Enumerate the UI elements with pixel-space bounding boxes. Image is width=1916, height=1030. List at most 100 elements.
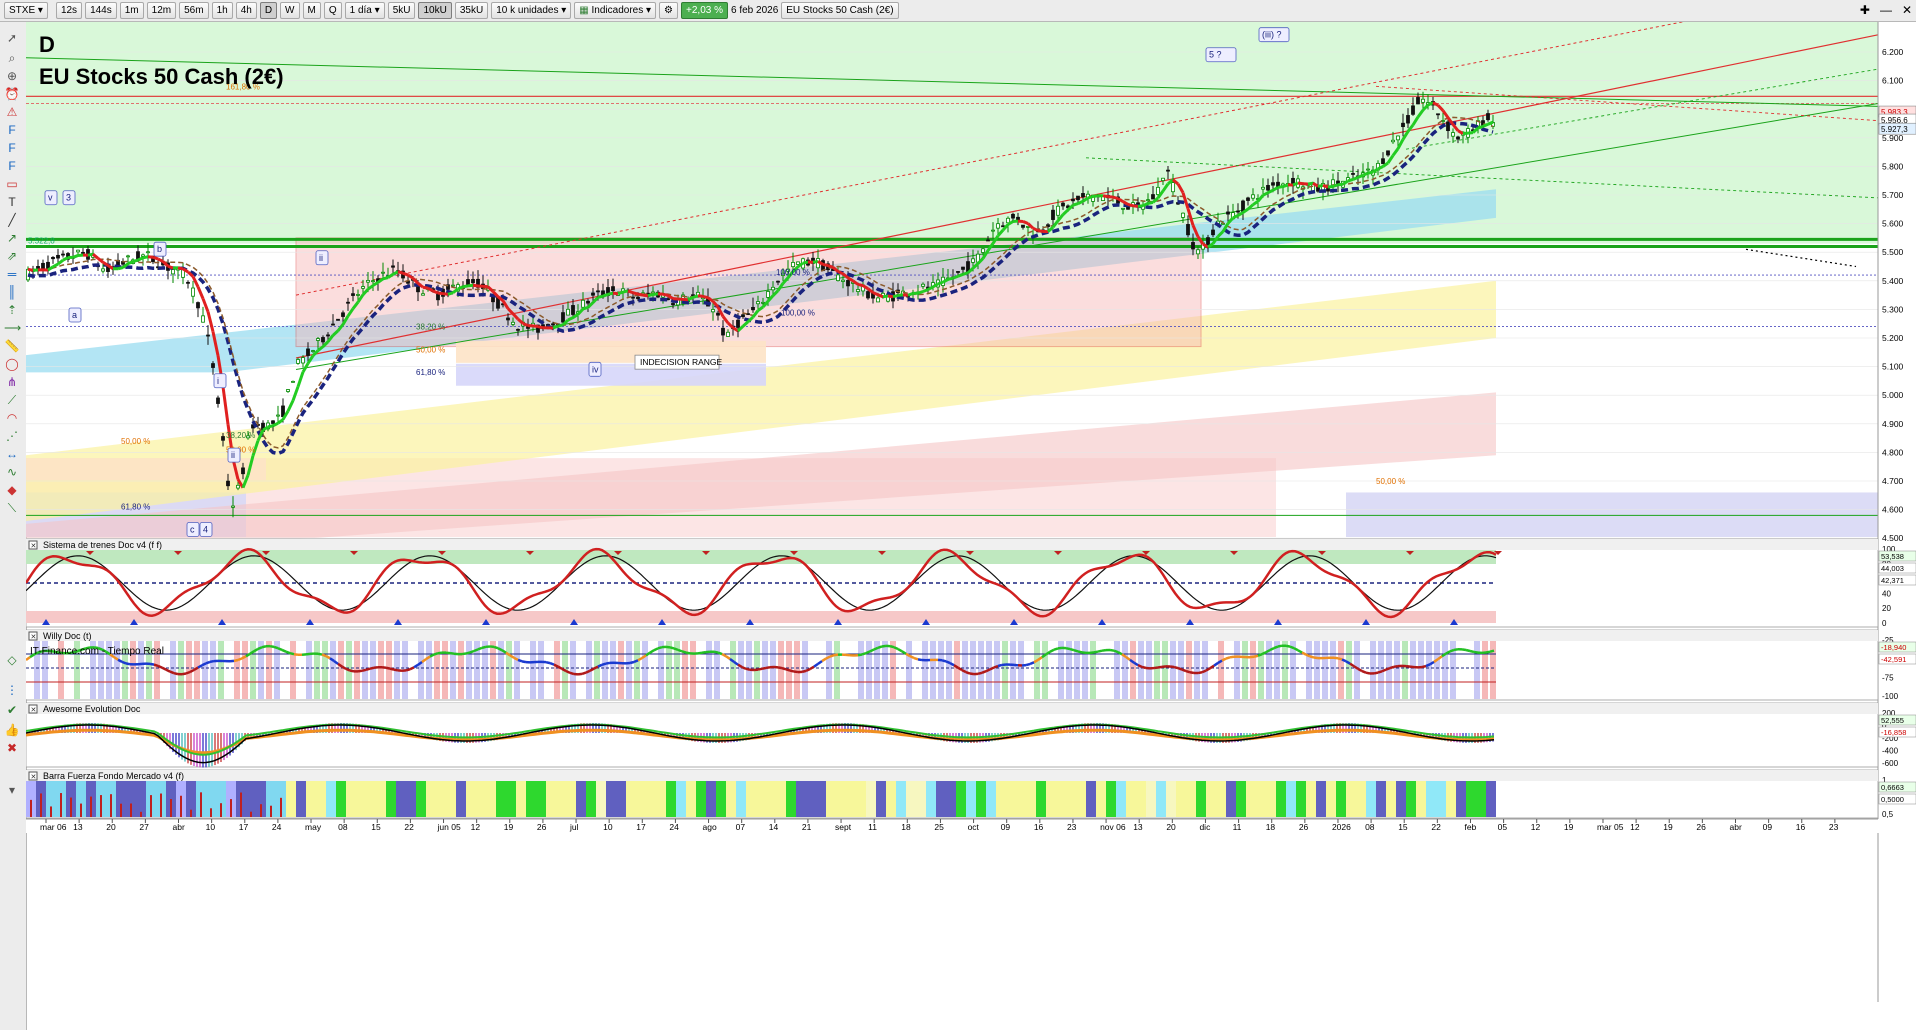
willy-line-segment xyxy=(1141,665,1147,670)
candle-body xyxy=(301,357,305,364)
trend-ma-segment xyxy=(791,265,800,273)
grid-icon[interactable]: ⋮ xyxy=(6,683,18,697)
tick-5ku[interactable]: 5kU xyxy=(387,2,416,19)
delete-icon[interactable]: ✖ xyxy=(6,741,18,755)
wave-label-box xyxy=(153,241,167,257)
line-icon[interactable]: ╱ xyxy=(8,213,16,227)
willy-bar xyxy=(1386,641,1392,699)
tf-4h[interactable]: 4h xyxy=(235,2,257,19)
symbol-select[interactable]: STXE ▾ xyxy=(4,2,48,19)
willy-bar xyxy=(1106,641,1112,699)
period-select[interactable]: 1 día ▾ xyxy=(344,2,385,19)
trend-ma-segment xyxy=(662,292,669,297)
ray-icon[interactable]: ⟶ xyxy=(4,321,22,335)
fib-ext-icon[interactable]: F xyxy=(8,141,16,155)
tf-m[interactable]: M xyxy=(302,2,321,19)
trend-ma-segment xyxy=(781,276,790,285)
settings-button[interactable]: ⚙ xyxy=(659,2,679,19)
cursor-icon[interactable]: ➚ xyxy=(6,31,18,45)
trend-line-icon[interactable]: ↗ xyxy=(6,231,18,245)
trend-ma-segment xyxy=(1137,204,1144,208)
willy-line-segment xyxy=(201,662,207,667)
willy-bar xyxy=(1034,641,1040,699)
tf-d[interactable]: D xyxy=(259,2,278,19)
arrow-up-icon[interactable]: ⇡ xyxy=(6,303,18,317)
tf-1m[interactable]: 1m xyxy=(119,2,144,19)
strength-bar xyxy=(556,781,566,817)
trend-ma-segment xyxy=(552,324,559,330)
regression-icon[interactable]: ⟍ xyxy=(7,501,17,515)
wave-icon[interactable]: ∿ xyxy=(6,465,18,479)
willy-line-segment xyxy=(605,661,611,665)
tf-12m[interactable]: 12m xyxy=(146,2,177,19)
hline-icon[interactable]: ═ xyxy=(7,267,17,281)
wave-label: i xyxy=(217,376,219,386)
alert-icon[interactable]: ⚠ xyxy=(6,105,18,119)
thumb-icon[interactable]: 👍 xyxy=(4,723,20,737)
minimize-icon[interactable]: — xyxy=(1879,3,1892,17)
fib-time-icon[interactable]: F xyxy=(8,159,16,173)
strength-bar xyxy=(1186,781,1196,817)
indicators-button[interactable]: ▦ Indicadores ▾ xyxy=(574,2,657,19)
willy-bar xyxy=(1154,641,1160,699)
tf-12s[interactable]: 12s xyxy=(55,2,83,19)
alarm-icon[interactable]: ⏰ xyxy=(4,87,20,101)
time-label: 19 xyxy=(1564,822,1574,832)
shape-icon[interactable]: ◆ xyxy=(7,483,17,497)
trend-ma-segment xyxy=(687,296,694,302)
tf-144s[interactable]: 144s xyxy=(85,2,117,19)
willy-line-segment xyxy=(269,644,275,649)
time-label: 17 xyxy=(636,822,646,832)
text-icon[interactable]: T xyxy=(8,195,16,209)
ellipse-icon[interactable]: ◯ xyxy=(5,357,19,371)
fib-icon[interactable]: F xyxy=(8,123,16,137)
willy-bar xyxy=(82,641,88,699)
trend-ma-segment xyxy=(1226,216,1235,225)
willy-line-segment xyxy=(173,671,179,676)
tick-10ku[interactable]: 10kU xyxy=(418,2,452,19)
close-icon[interactable]: ✕ xyxy=(1901,3,1912,17)
tf-1h[interactable]: 1h xyxy=(211,2,233,19)
chart-area[interactable]: 161,80 %100,00 %100,00 %38,20 %50,00 %61… xyxy=(26,22,1916,1030)
candle-body xyxy=(866,291,870,299)
trend-ma-segment xyxy=(1117,197,1124,203)
strength-bar xyxy=(696,781,706,817)
tf-56m[interactable]: 56m xyxy=(179,2,209,19)
measure-icon[interactable]: ↔ xyxy=(6,447,18,461)
tf-q[interactable]: Q xyxy=(323,2,342,19)
tf-w[interactable]: W xyxy=(280,2,300,19)
check-icon[interactable]: ✔ xyxy=(6,703,18,717)
pitchfork-icon[interactable]: ⋔ xyxy=(6,375,18,389)
polyline-icon[interactable]: ⋰ xyxy=(6,429,18,443)
tick-35ku[interactable]: 35kU xyxy=(454,2,489,19)
willy-line-segment xyxy=(561,667,567,673)
willy-bar xyxy=(618,641,624,699)
strength-bar xyxy=(986,781,996,817)
zoom-icon[interactable]: ⌕ xyxy=(8,51,16,65)
willy-line-segment xyxy=(121,660,127,665)
cycle-icon[interactable]: ◠ xyxy=(6,411,18,425)
panel-axis-tick: 0,5 xyxy=(1882,810,1894,819)
candle-body xyxy=(1081,193,1085,198)
trend-ma-segment xyxy=(1367,170,1374,175)
willy-line-segment xyxy=(1117,651,1123,656)
ruler-icon[interactable]: 📏 xyxy=(4,339,20,353)
trend-ma-segment xyxy=(241,474,250,489)
rectangle-icon[interactable]: ▭ xyxy=(6,177,18,191)
vline-icon[interactable]: ║ xyxy=(7,285,17,299)
willy-bar xyxy=(970,641,976,699)
collapse-icon[interactable]: ▾ xyxy=(8,783,16,797)
willy-line-segment xyxy=(169,670,175,675)
trend-ma-segment xyxy=(402,271,409,277)
zoom-in-icon[interactable]: ⊕ xyxy=(6,69,18,83)
willy-line-segment xyxy=(809,665,815,671)
channel-icon[interactable]: ⇗ xyxy=(6,249,18,263)
willy-line-segment xyxy=(1333,656,1339,660)
units-select[interactable]: 10 k unidades ▾ xyxy=(491,2,572,19)
wave-label-box xyxy=(44,190,58,206)
pin-icon[interactable]: ✚ xyxy=(1859,3,1870,17)
gann-icon[interactable]: ⟋ xyxy=(7,393,17,407)
candle-body xyxy=(1386,150,1390,156)
blue-ma-line xyxy=(27,121,1494,456)
marker-icon[interactable]: ◇ xyxy=(7,653,17,667)
